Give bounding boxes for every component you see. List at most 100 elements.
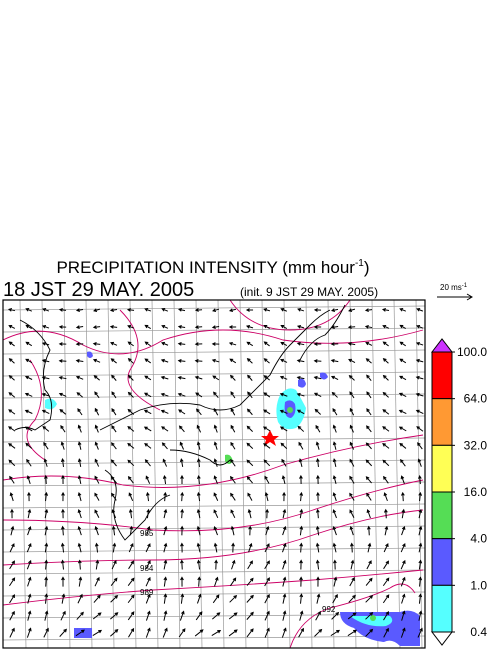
wind-arrow [398, 426, 407, 432]
wind-arrow [315, 542, 320, 553]
wind-arrow [299, 508, 304, 519]
wind-arrow [365, 358, 372, 364]
wind-arrow [44, 508, 49, 519]
init-time: (init. 9 JST 29 MAY. 2005) [240, 285, 378, 299]
wind-arrow [26, 542, 32, 553]
grid-line [19, 300, 27, 648]
wind-arrow [177, 342, 186, 346]
wind-arrow [77, 525, 82, 536]
wind-arrow [298, 458, 303, 467]
wind-arrow [263, 459, 271, 467]
wind-arrow [263, 409, 271, 415]
wind-arrow [332, 593, 338, 604]
wind-arrow [399, 358, 407, 364]
wind-arrow [332, 542, 337, 553]
wind-arrow [401, 491, 405, 502]
wind-arrow [129, 525, 134, 536]
colorbar-under [430, 631, 454, 646]
wind-arrow [110, 628, 119, 637]
wind-arrow [418, 593, 423, 604]
wind-arrow [211, 629, 222, 636]
wind-arrow [212, 375, 220, 381]
wind-arrow [60, 441, 65, 450]
wind-arrow [128, 508, 133, 519]
wind-arrow [348, 308, 356, 312]
isobar-label: 992 [322, 605, 336, 614]
wind-arrow [59, 409, 67, 415]
wind-arrow [349, 424, 354, 433]
wind-arrow [41, 375, 50, 380]
wind-arrow [213, 542, 218, 553]
wind-arrow [418, 508, 423, 519]
wind-arrow [92, 358, 101, 363]
wind-arrow [146, 508, 151, 519]
wind-arrow [8, 426, 16, 432]
wind-arrow [313, 342, 322, 346]
wind-arrow [349, 391, 355, 399]
wind-arrow [399, 324, 406, 330]
wind-arrow [76, 611, 84, 620]
grid-line [63, 300, 71, 648]
wind-arrow [9, 543, 15, 553]
wind-arrow [127, 475, 134, 484]
coastline [14, 319, 53, 431]
precip [287, 407, 293, 413]
grid-line [107, 300, 115, 648]
wind-arrow [401, 610, 406, 621]
grid-line [349, 300, 357, 648]
wind-arrow [315, 458, 320, 467]
wind-arrow [213, 475, 218, 484]
wind-arrow [61, 508, 65, 519]
wind-arrow [296, 358, 305, 363]
wind-arrow [383, 610, 390, 621]
wind-arrow [143, 392, 152, 398]
wind-arrow [246, 357, 253, 364]
wind-arrow [384, 508, 388, 519]
isobars [3, 300, 424, 648]
wind-arrow [94, 525, 99, 536]
wind-arrow [77, 458, 82, 467]
wind-arrow [365, 459, 373, 467]
grid-line [85, 300, 93, 648]
wind-arrow [381, 308, 390, 312]
isobar-label: 989 [140, 588, 154, 597]
wind-arrow [26, 475, 31, 484]
wind-arrow [299, 474, 303, 485]
wind-arrow [382, 426, 390, 432]
wind-arrow [180, 474, 184, 485]
wind-arrow [365, 442, 372, 450]
colorbar-label: 64.0 [464, 392, 488, 406]
wind-arrow [127, 374, 134, 381]
wind-arrow [247, 508, 252, 519]
wind-arrow [212, 612, 221, 620]
grid-line [3, 569, 425, 575]
wind-arrow [197, 576, 202, 587]
wind-arrow [194, 375, 203, 380]
wind-arrow [330, 325, 339, 329]
colorbar-label: 1.0 [470, 578, 487, 592]
wind-arrow [348, 374, 355, 381]
wind-arrow [177, 308, 186, 312]
wind-arrow [60, 542, 65, 553]
wind-arrow [94, 542, 99, 553]
wind-arrow [41, 358, 50, 363]
wind-arrow [25, 308, 33, 312]
wind-arrow [298, 627, 304, 638]
wind-arrow [265, 525, 270, 536]
wind-arrow [77, 424, 82, 433]
wind-arrow [10, 525, 15, 536]
wind-arrow [399, 375, 407, 381]
wind-arrow [145, 560, 151, 570]
wind-arrow [401, 508, 406, 519]
wind-arrow [196, 542, 201, 553]
wind-arrow [211, 358, 220, 363]
wind-arrow [264, 627, 270, 638]
wind-arrow [296, 341, 305, 346]
wind-arrow [27, 610, 32, 621]
grid-line [3, 415, 425, 421]
wind-arrow [212, 308, 220, 312]
wind-arrow [382, 577, 390, 587]
colorbar-label: 4.0 [470, 532, 487, 546]
wind-arrow [330, 358, 339, 363]
